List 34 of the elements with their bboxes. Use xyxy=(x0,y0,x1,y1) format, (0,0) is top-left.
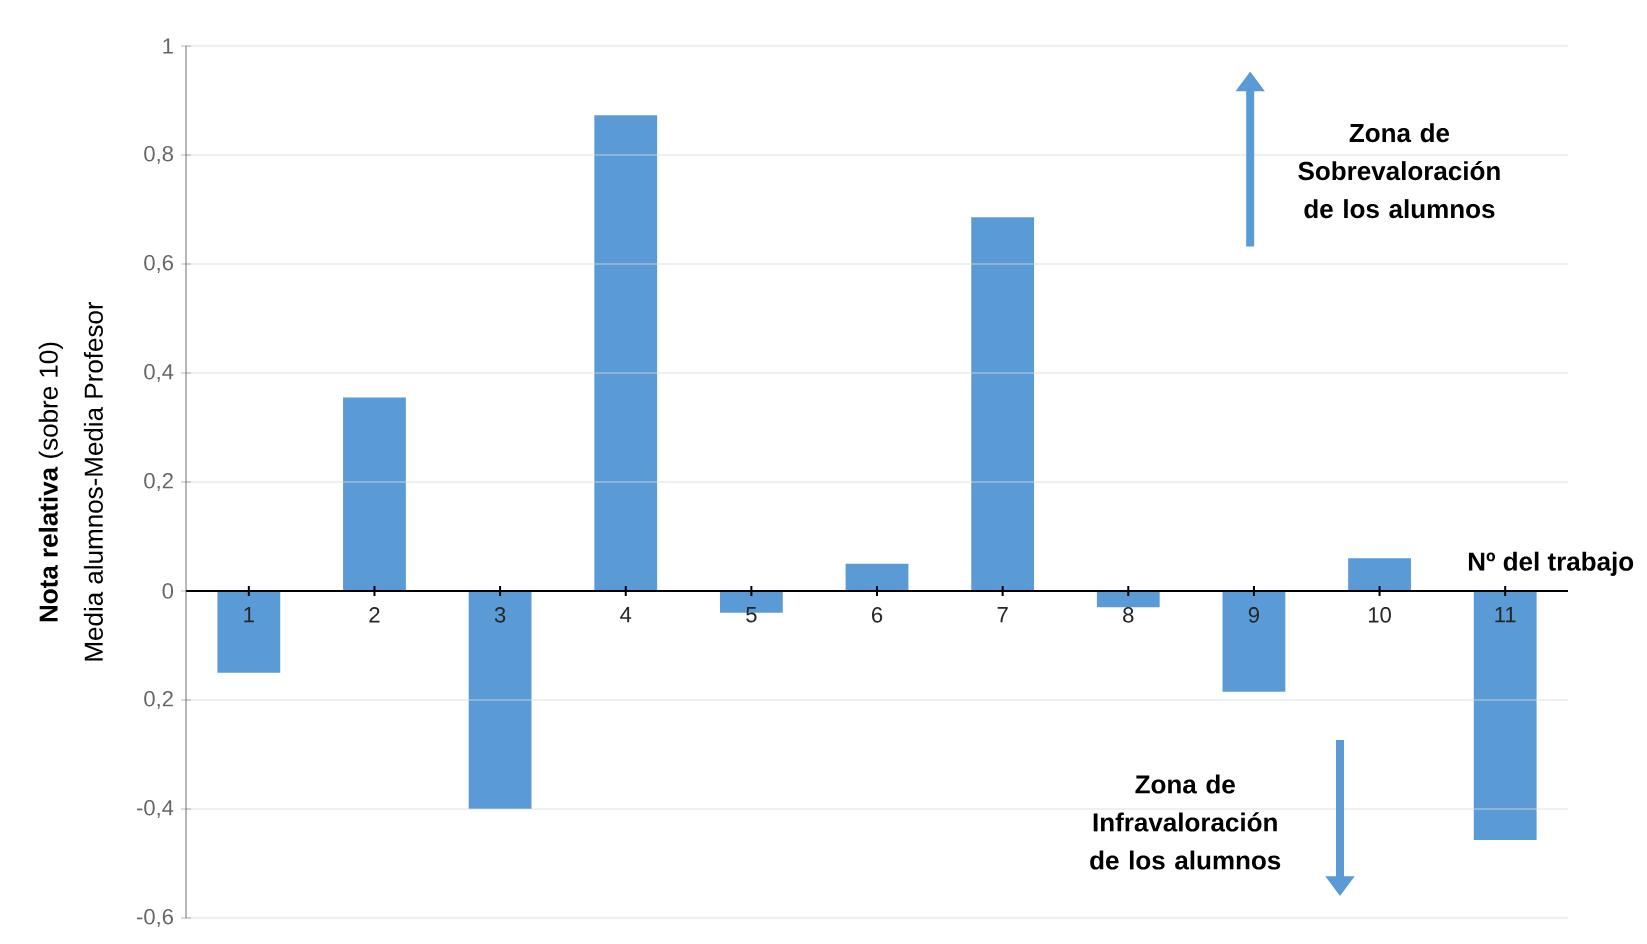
y-tick-label: 0 xyxy=(162,583,174,599)
bar xyxy=(468,591,532,809)
x-tick-label: 6 xyxy=(872,607,883,623)
y-tick-label: 0,6 xyxy=(144,254,173,274)
x-tick-label: 7 xyxy=(997,607,1008,623)
x-tick-label: 3 xyxy=(494,607,506,623)
text: Media alumnos-Media Profesor xyxy=(83,301,103,661)
bar xyxy=(1473,591,1537,841)
y-tick-label: -0,4 xyxy=(137,799,174,819)
x-tick-label: 10 xyxy=(1368,607,1391,623)
y-tick-label: 0,2 xyxy=(144,472,173,492)
y-tick-label: 0,4 xyxy=(144,363,174,383)
y-tick-label: 1 xyxy=(163,38,173,54)
y-tick-label: 0,2 xyxy=(144,690,173,710)
x-tick-label: 11 xyxy=(1495,607,1516,623)
bar xyxy=(1222,591,1286,692)
bar xyxy=(971,217,1035,591)
annotation: Zona de Infravaloración de los alumnos xyxy=(1090,774,1281,870)
bar xyxy=(845,563,909,591)
x-tick-label: 2 xyxy=(369,607,380,623)
x-tick-label: 1 xyxy=(244,607,254,623)
y-axis-title: Nota relativa (sobre 10) xyxy=(38,342,63,622)
bar xyxy=(217,591,281,673)
bar xyxy=(1096,591,1160,608)
bar xyxy=(1348,558,1411,591)
y-tick-label: -0,6 xyxy=(137,908,173,928)
y-tick-label: 0,8 xyxy=(144,145,173,165)
annotation: Zona de Sobrevaloración de los alumnos xyxy=(1298,123,1500,219)
x-tick-label: 9 xyxy=(1248,607,1259,623)
x-axis-title: Nº del trabajo xyxy=(1468,551,1634,576)
x-tick-label: 8 xyxy=(1123,607,1134,623)
bar xyxy=(343,397,406,591)
x-tick-label: 4 xyxy=(620,607,632,623)
bar xyxy=(594,115,658,591)
